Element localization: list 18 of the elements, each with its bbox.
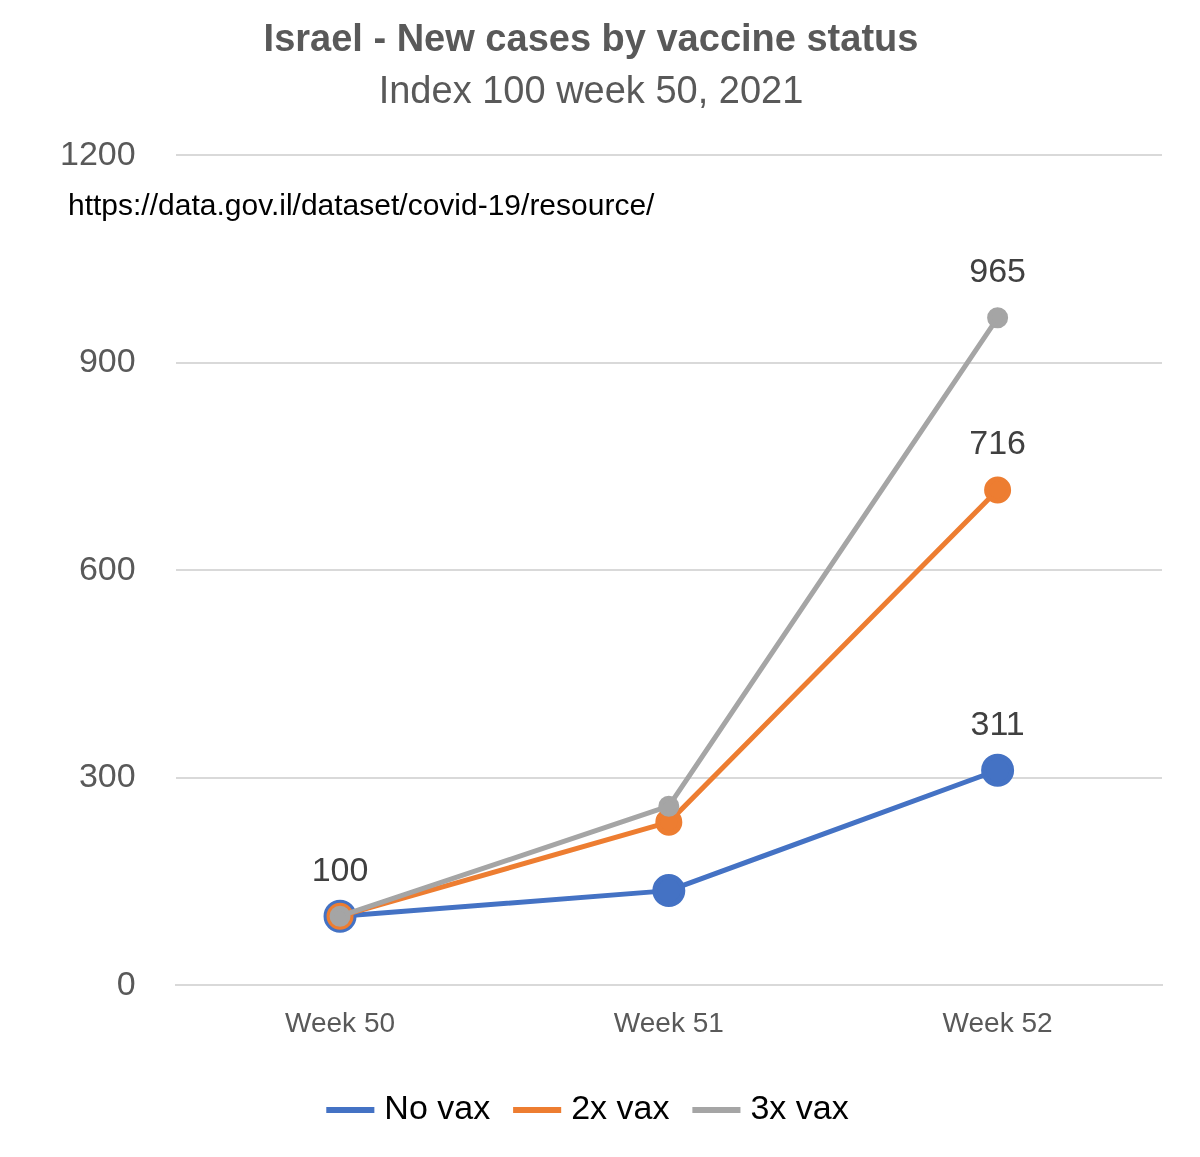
- x-tick-label: Week 51: [613, 1006, 724, 1038]
- legend-label: No vax: [384, 1088, 491, 1127]
- y-tick-label: 600: [78, 548, 136, 587]
- data-label: 716: [969, 423, 1026, 462]
- data-label: 311: [970, 703, 1025, 742]
- y-tick-label: 300: [78, 756, 136, 795]
- data-label: 965: [969, 251, 1026, 290]
- chart-title: Israel - New cases by vaccine status: [263, 17, 919, 60]
- data-label: 100: [311, 849, 369, 888]
- annotation: https://data.gov.il/dataset/covid-19/resource/: [68, 188, 656, 222]
- x-tick-label: Week 52: [942, 1006, 1053, 1038]
- y-tick-label: 1200: [60, 133, 136, 172]
- legend-label: 2x vax: [571, 1088, 670, 1127]
- y-tick-label: 0: [116, 963, 136, 1002]
- y-tick-label: 900: [78, 341, 136, 380]
- chart-subtitle: Index 100 week 50, 2021: [378, 68, 804, 111]
- legend-label: 3x vax: [750, 1088, 849, 1127]
- x-tick-label: Week 50: [285, 1006, 396, 1038]
